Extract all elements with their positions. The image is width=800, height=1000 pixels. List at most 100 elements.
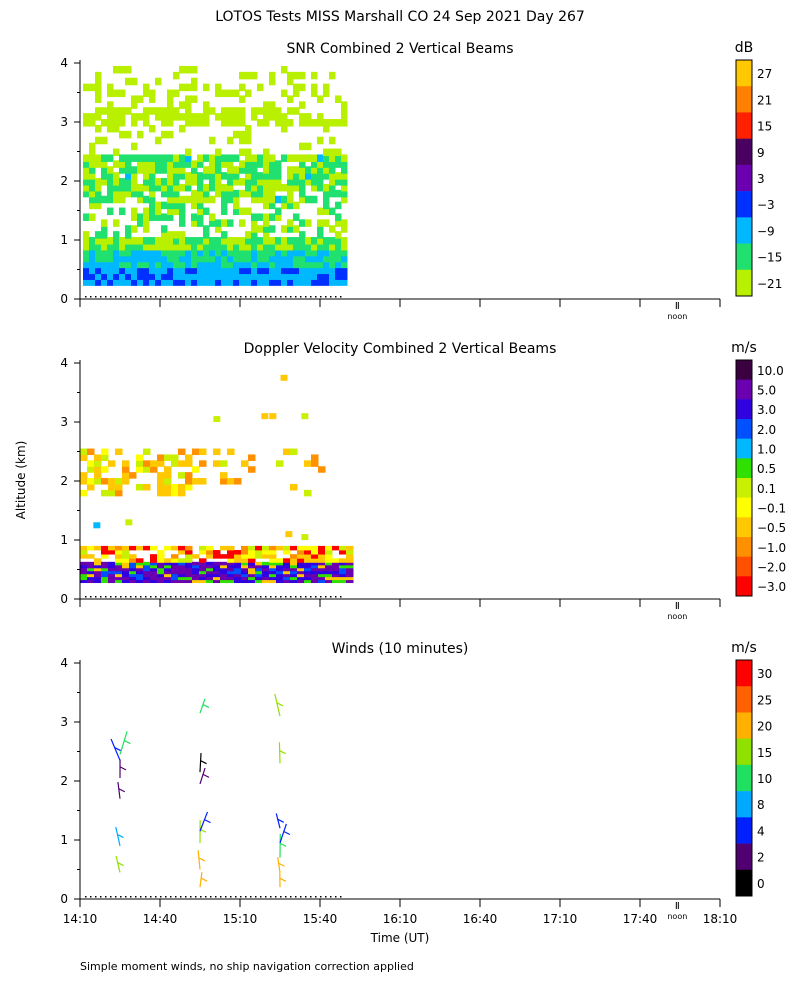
snr-cell: [89, 195, 96, 204]
snr-cell: [125, 242, 132, 251]
snr-cell: [101, 272, 108, 280]
snr-cell: [167, 213, 174, 221]
snr-cell: [227, 160, 234, 168]
snr-cell: [131, 101, 138, 109]
snr-cell: [245, 272, 252, 280]
velocity-cell: [241, 579, 249, 584]
snr-cell: [227, 260, 234, 269]
velocity-cell: [276, 545, 284, 551]
velocity-cell: [206, 570, 214, 575]
velocity-cell: [227, 561, 235, 566]
snr-cell: [257, 107, 264, 115]
snr-cell: [215, 219, 222, 227]
velocity-cell: [122, 545, 130, 551]
velocity-cell: [339, 570, 347, 575]
snr-cell: [137, 160, 144, 168]
snr-cell: [323, 154, 330, 162]
baseline-dot: [305, 896, 307, 898]
snr-cell: [95, 107, 102, 115]
colorbar-label: 15: [757, 120, 772, 134]
velocity-cell: [80, 454, 88, 461]
snr-cell: [131, 77, 138, 86]
snr-cell: [167, 278, 174, 286]
velocity-cell: [297, 564, 305, 569]
velocity-cell: [199, 567, 207, 572]
x-tick-label: 14:40: [143, 912, 178, 926]
velocity-cell: [101, 466, 109, 473]
baseline-dot: [100, 896, 102, 898]
velocity-cell: [94, 564, 102, 569]
snr-cell: [335, 248, 342, 257]
velocity-cell: [220, 561, 228, 566]
baseline-dot: [320, 296, 322, 298]
snr-cell: [149, 201, 156, 210]
snr-cell: [269, 160, 276, 168]
velocity-cell: [213, 579, 221, 584]
velocity-cell: [143, 564, 151, 569]
snr-cell: [143, 272, 150, 280]
colorbar-label: 27: [757, 67, 772, 81]
snr-cell: [131, 248, 138, 257]
velocity-cell: [199, 570, 207, 575]
snr-cell: [263, 248, 270, 257]
colorbar-swatch: [736, 478, 752, 498]
snr-cell: [263, 101, 270, 109]
snr-cell: [251, 260, 258, 269]
colorbar-label: −21: [757, 277, 782, 291]
snr-cell: [335, 148, 342, 157]
velocity-cell: [269, 550, 277, 555]
snr-cell: [311, 119, 318, 127]
snr-cell: [251, 195, 258, 204]
velocity-cell: [220, 472, 228, 479]
velocity-cell: [87, 448, 95, 456]
baseline-dot: [315, 596, 317, 598]
snr-cell: [215, 160, 222, 168]
baseline-dot: [220, 296, 222, 298]
snr-cell: [107, 107, 114, 115]
velocity-cell: [276, 558, 284, 563]
baseline-dot: [85, 896, 87, 898]
snr-cell: [167, 107, 174, 115]
baseline-dot: [270, 296, 272, 298]
snr-cell: [143, 195, 150, 204]
velocity-cell: [101, 554, 109, 559]
snr-cell: [275, 107, 282, 115]
velocity-cell: [185, 554, 193, 559]
snr-cell: [209, 248, 216, 257]
snr-cell: [149, 154, 156, 162]
snr-cell: [197, 154, 204, 162]
velocity-cell: [171, 558, 179, 563]
baseline-dot: [300, 296, 302, 298]
snr-cell: [89, 260, 96, 269]
snr-cell: [323, 219, 330, 227]
snr-cell: [215, 183, 222, 192]
velocity-cell: [94, 573, 102, 578]
velocity-cell: [255, 576, 263, 581]
snr-cell: [221, 248, 228, 257]
baseline-dot: [235, 296, 237, 298]
snr-cell: [161, 278, 168, 286]
velocity-cell: [227, 573, 235, 578]
snr-cell: [221, 195, 228, 204]
snr-cell: [275, 119, 282, 127]
velocity-cell: [115, 570, 123, 575]
velocity-cell: [143, 567, 151, 572]
snr-cell: [161, 189, 168, 198]
snr-cell: [239, 136, 246, 145]
baseline-dot: [120, 296, 122, 298]
snr-cell: [95, 195, 102, 204]
velocity-cell: [185, 550, 193, 555]
velocity-cell: [101, 579, 109, 584]
colorbar-frame: [735, 359, 753, 597]
snr-cell: [131, 254, 138, 263]
snr-cell: [119, 248, 126, 257]
snr-cell: [233, 207, 240, 216]
snr-cell: [257, 189, 264, 198]
velocity-cell: [87, 567, 95, 572]
snr-cell: [191, 260, 198, 269]
snr-cell: [299, 166, 306, 174]
snr-cell: [227, 178, 234, 186]
velocity-cell: [346, 558, 354, 563]
velocity-cell: [262, 545, 270, 551]
velocity-cell: [101, 576, 109, 581]
